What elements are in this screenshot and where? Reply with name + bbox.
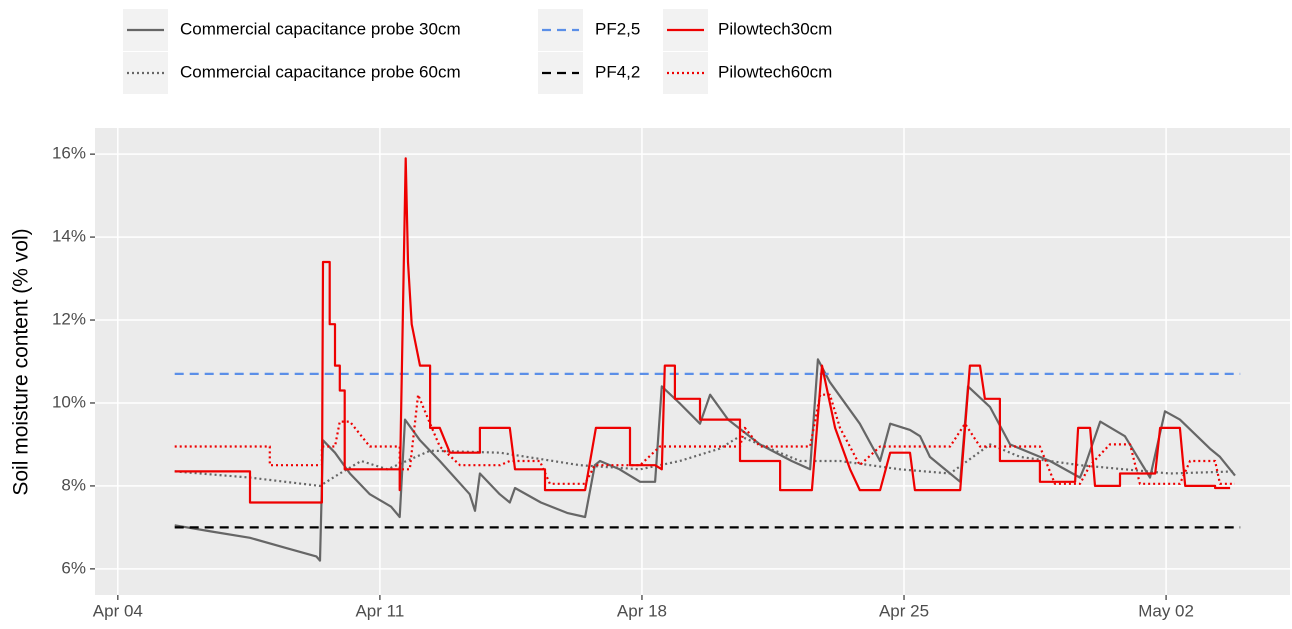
series-line [174, 393, 1235, 485]
series-line [174, 157, 1231, 504]
x-tick-label: Apr 04 [93, 601, 143, 620]
y-tick-label: 16% [52, 144, 86, 163]
y-tick-label: 12% [52, 310, 86, 329]
y-axis-title: Soil moisture content (% vol) [10, 228, 33, 495]
y-tick-label: 14% [52, 227, 86, 246]
legend-label: Pilowtech30cm [718, 19, 832, 38]
legend-label: Pilowtech60cm [718, 62, 832, 81]
series-line [174, 435, 1236, 487]
y-tick-label: 10% [52, 392, 86, 411]
plot-panel [95, 128, 1290, 595]
y-tick-label: 6% [61, 558, 86, 577]
x-tick-label: May 02 [1138, 601, 1194, 620]
x-tick-label: Apr 18 [617, 601, 667, 620]
series-line [174, 358, 1236, 562]
legend-label: PF2,5 [595, 19, 640, 38]
x-tick-label: Apr 25 [879, 601, 929, 620]
legend-label: PF4,2 [595, 62, 640, 81]
x-tick-label: Apr 11 [355, 601, 404, 620]
legend-key-bg [663, 52, 708, 94]
legend-key-bg [123, 52, 168, 94]
legend-label: Commercial capacitance probe 30cm [180, 19, 461, 38]
y-tick-label: 8% [61, 475, 86, 494]
legend-label: Commercial capacitance probe 60cm [180, 62, 461, 81]
